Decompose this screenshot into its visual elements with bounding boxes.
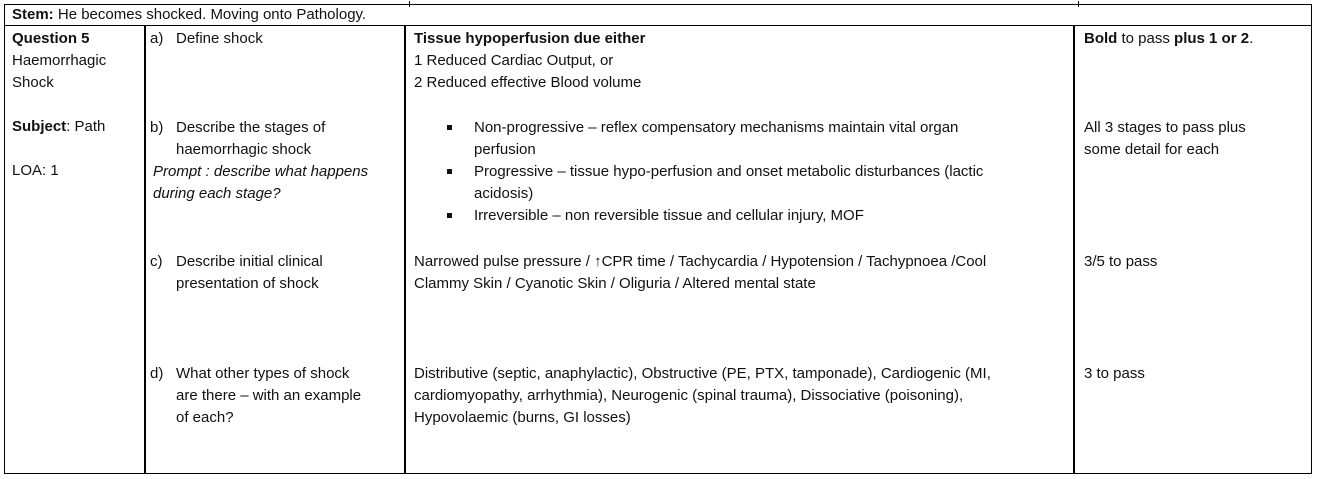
stages-list: Non-progressive – reflex compensatory me… [414,117,1069,227]
question-info-column: Question 5 Haemorrhagic Shock Subject: P… [12,28,140,182]
stem-row: Stem: He becomes shocked. Moving onto Pa… [5,5,1311,26]
column-divider [1073,26,1075,473]
part-c-question: c) Describe initial clinical presentatio… [150,251,400,295]
part-d-pass-criteria: 3 to pass [1084,365,1145,382]
stage-item-line: Non-progressive – reflex compensatory me… [474,119,959,136]
question-title-line1: Haemorrhagic [12,52,107,69]
part-d-answer-line: Distributive (septic, anaphylactic), Obs… [414,365,991,382]
part-c-answer-line: Clammy Skin / Cyanotic Skin / Oliguria /… [414,275,816,292]
part-a-answer: Tissue hypoperfusion due either 1 Reduce… [414,28,1069,94]
pass-end: . [1249,30,1254,47]
stage-item-line: perfusion [474,141,536,158]
part-a-answer-heading: Tissue hypoperfusion due either [414,30,646,47]
part-c-question-line: presentation of shock [176,275,319,292]
pass-bold-word: Bold [1084,30,1118,47]
pass-text: to pass [1117,30,1175,47]
stage-item: Non-progressive – reflex compensatory me… [414,117,1069,161]
part-c-question-line: Describe initial clinical [176,253,323,270]
part-b-question-line: haemorrhagic shock [176,141,312,158]
part-d-question-line: are there – with an example [176,387,362,404]
subject-line: Subject: Path [12,116,140,138]
part-a-question: a) Define shock [150,28,400,50]
part-a-question-text: Define shock [176,30,263,47]
part-b-question-line: Describe the stages of [176,119,326,136]
part-b-prompt-line: during each stage? [153,185,281,202]
part-b-pass-line: some detail for each [1084,141,1220,158]
part-b-answer: Non-progressive – reflex compensatory me… [414,117,1069,227]
stage-item-line: acidosis) [474,185,534,202]
part-d-question: d) What other types of shock are there –… [150,363,400,429]
part-c-answer-line: Narrowed pulse pressure / ↑CPR time / Ta… [414,253,987,270]
part-a-answer-line: 1 Reduced Cardiac Output, or [414,52,614,69]
part-c-answer: Narrowed pulse pressure / ↑CPR time / Ta… [414,251,1074,295]
part-d-letter: d) [150,365,164,382]
part-a-pass-criteria: Bold to pass plus 1 or 2. [1084,28,1309,50]
question-number: Question 5 [12,30,90,47]
stem-label: Stem: [12,6,54,23]
column-tick [1078,1,1079,7]
part-b-pass-line: All 3 stages to pass plus [1084,119,1246,136]
part-b-letter: b) [150,119,164,136]
subject-label: Subject [12,118,67,135]
part-d-answer: Distributive (septic, anaphylactic), Obs… [414,363,1069,429]
part-b-prompt-line: Prompt : describe what happens [153,163,369,180]
stage-item: Irreversible – non reversible tissue and… [414,205,1069,227]
part-b-pass-criteria: All 3 stages to pass plus some detail fo… [1084,117,1309,161]
stage-item-line: Irreversible – non reversible tissue and… [474,207,864,224]
exam-table: Stem: He becomes shocked. Moving onto Pa… [4,1,1312,474]
part-d-question-line: of each? [176,409,234,426]
part-d-answer-line: cardiomyopathy, arrhythmia), Neurogenic … [414,387,964,404]
column-tick [409,1,410,7]
part-d-question-line: What other types of shock [176,365,350,382]
stage-item-line: Progressive – tissue hypo-perfusion and … [474,163,984,180]
part-a-letter: a) [150,30,164,47]
part-b-question: b) Describe the stages of haemorrhagic s… [150,117,400,205]
column-divider [404,26,406,473]
stage-item: Progressive – tissue hypo-perfusion and … [414,161,1069,205]
part-c-pass-criteria: 3/5 to pass [1084,253,1158,270]
loa-line: LOA: 1 [12,162,59,179]
part-c-letter: c) [150,253,163,270]
subject-value: : Path [66,118,106,135]
column-divider [144,26,146,473]
question-title-line2: Shock [12,74,54,91]
part-d-answer-line: Hypovolaemic (burns, GI losses) [414,409,631,426]
part-a-answer-line: 2 Reduced effective Blood volume [414,74,642,91]
pass-bold-phrase: plus 1 or 2 [1174,30,1250,47]
stem-text: He becomes shocked. Moving onto Patholog… [57,6,367,23]
